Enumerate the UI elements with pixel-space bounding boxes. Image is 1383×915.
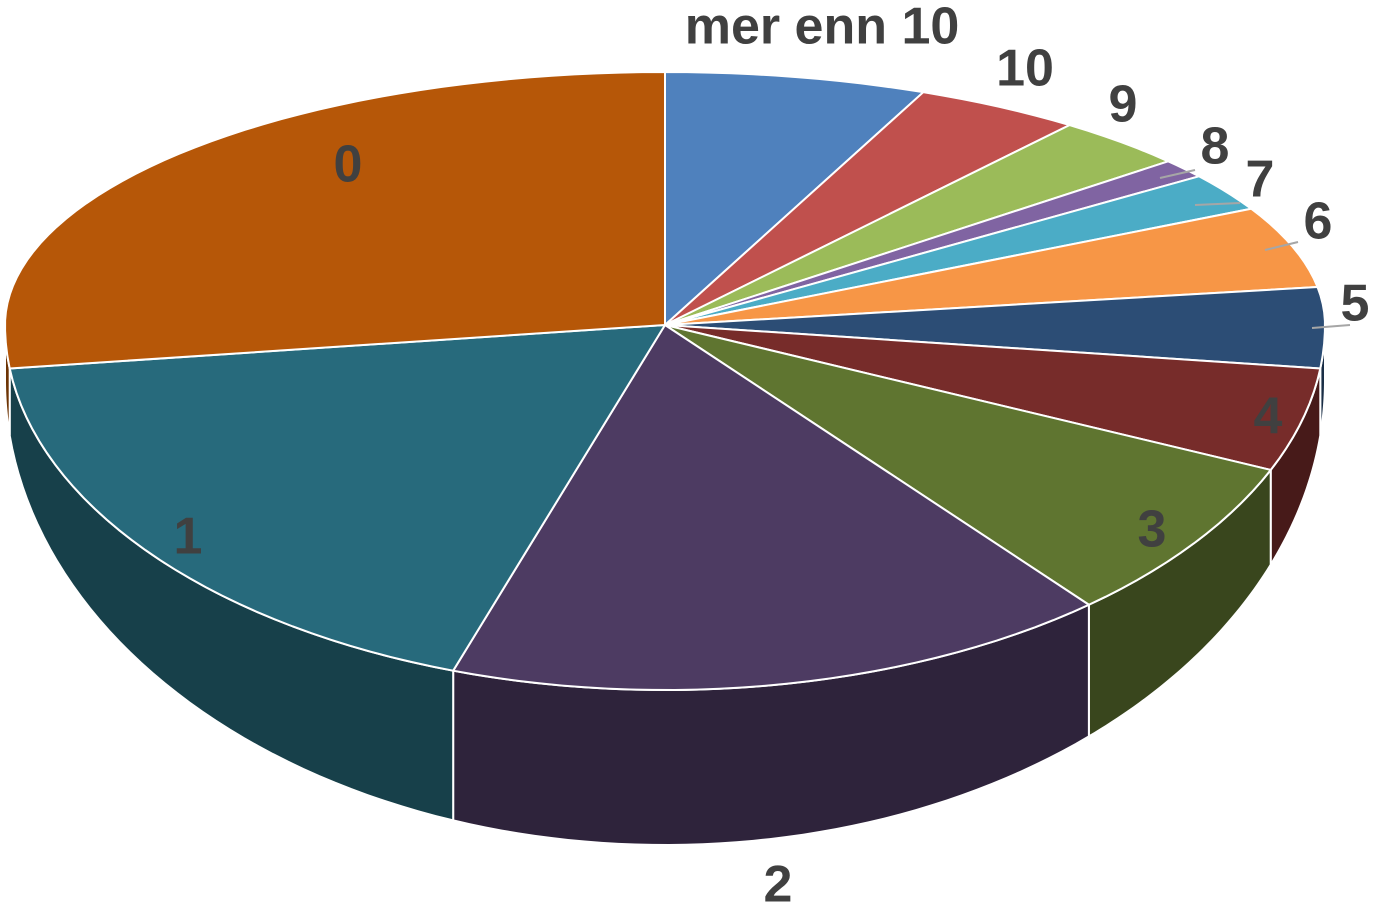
slice [664,324,1272,606]
leader-line [1264,241,1299,251]
slice-label: 4 [1254,388,1283,446]
slice-label: mer enn 10 [685,0,960,56]
slice-label: 3 [1138,501,1167,559]
slice-label: 9 [1109,76,1138,134]
leader-line [1194,202,1241,206]
slice [8,324,666,672]
slice-label: 5 [1341,275,1370,333]
slice-label: 0 [334,136,363,194]
slice [664,91,1071,326]
slice-label: 1 [174,508,203,566]
slice [452,324,1090,691]
slice-label: 8 [1201,118,1230,176]
leader-line [1311,324,1351,329]
slice [664,285,1326,370]
slice [664,175,1253,326]
slice-label: 7 [1246,151,1275,209]
slice [664,324,1322,471]
leader-line [1159,169,1196,179]
slice-label: 6 [1304,193,1333,251]
slice-label: 10 [996,40,1054,98]
slice [664,124,1170,326]
slice-label: 2 [764,856,793,914]
slice [4,71,666,370]
slice [664,71,925,326]
